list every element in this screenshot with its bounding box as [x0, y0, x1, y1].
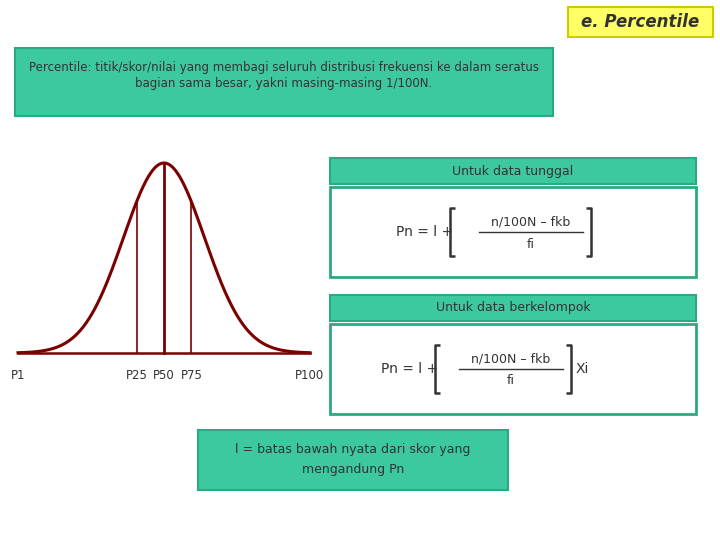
Bar: [15, 48, 553, 116]
Bar: [198, 430, 508, 490]
Text: Percentile: titik/skor/nilai yang membagi seluruh distribusi frekuensi ke dalam : Percentile: titik/skor/nilai yang membag…: [29, 60, 539, 73]
Text: Pn = l +: Pn = l +: [381, 362, 438, 376]
Text: P25: P25: [126, 369, 148, 382]
Text: fi: fi: [527, 238, 535, 251]
Text: Untuk data tunggal: Untuk data tunggal: [452, 165, 574, 178]
Bar: [330, 158, 696, 184]
Bar: [330, 295, 696, 321]
Text: P100: P100: [295, 369, 325, 382]
Text: n/100N – fkb: n/100N – fkb: [472, 353, 551, 366]
Text: P1: P1: [11, 369, 25, 382]
Text: bagian sama besar, yakni masing-masing 1/100N.: bagian sama besar, yakni masing-masing 1…: [135, 78, 433, 91]
Text: fi: fi: [507, 375, 515, 388]
Bar: [330, 187, 696, 277]
Text: l = batas bawah nyata dari skor yang
mengandung Pn: l = batas bawah nyata dari skor yang men…: [235, 443, 471, 476]
Text: e. Percentile: e. Percentile: [581, 13, 699, 31]
Text: Untuk data berkelompok: Untuk data berkelompok: [436, 301, 590, 314]
Bar: [330, 324, 696, 414]
Text: P75: P75: [181, 369, 202, 382]
Text: Pn = l +: Pn = l +: [396, 225, 453, 239]
Text: n/100N – fkb: n/100N – fkb: [491, 215, 571, 228]
Text: Xi: Xi: [576, 362, 590, 376]
Text: P50: P50: [153, 369, 175, 382]
Bar: [568, 7, 713, 37]
